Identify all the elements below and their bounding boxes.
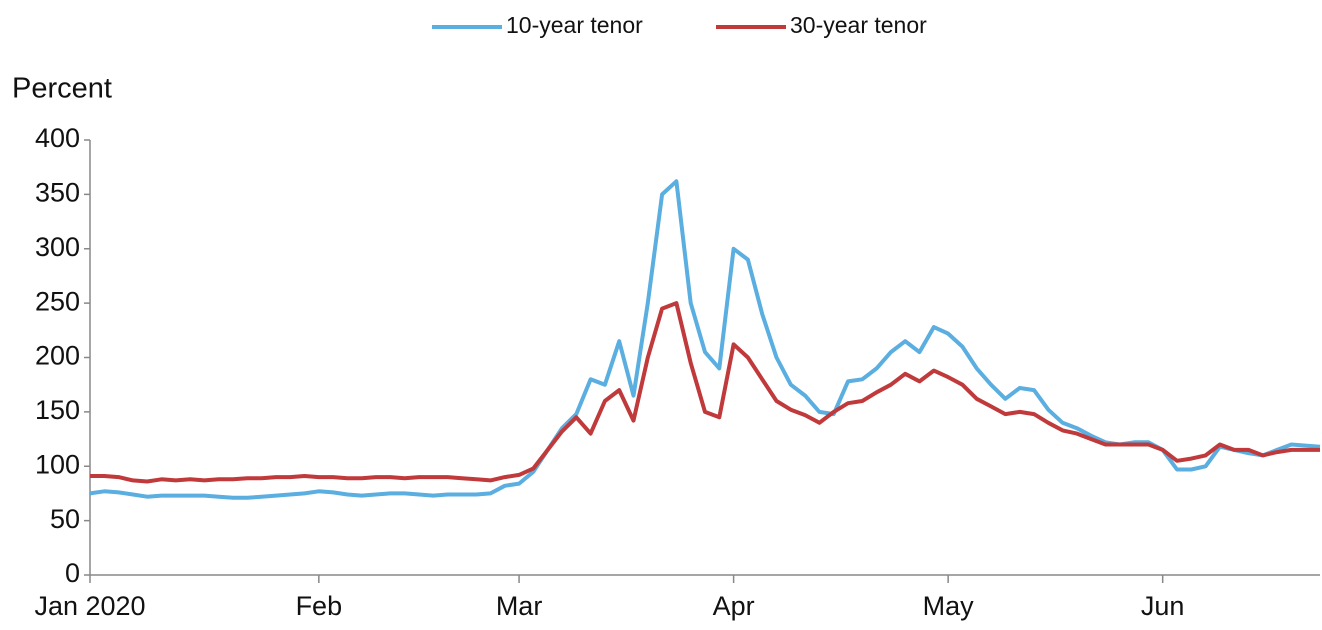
x-tick-label: Mar [496, 591, 543, 621]
y-tick-label: 250 [35, 286, 80, 316]
x-tick-label: Jan 2020 [34, 591, 145, 621]
y-tick-label: 0 [65, 558, 80, 588]
x-tick-label: Feb [296, 591, 343, 621]
y-tick-label: 50 [50, 504, 80, 534]
x-tick-label: Apr [713, 591, 755, 621]
y-tick-label: 150 [35, 395, 80, 425]
legend-label: 10-year tenor [506, 12, 643, 38]
legend-label: 30-year tenor [790, 12, 927, 38]
x-tick-label: Jun [1141, 591, 1185, 621]
x-tick-label: May [923, 591, 975, 621]
y-tick-label: 200 [35, 341, 80, 371]
series-line [90, 301, 1320, 484]
y-tick-label: 350 [35, 178, 80, 208]
y-tick-label: 100 [35, 449, 80, 479]
y-tick-label: 400 [35, 123, 80, 153]
y-axis-label: Percent [12, 73, 112, 105]
y-tick-label: 300 [35, 232, 80, 262]
series-line [89, 179, 1321, 500]
